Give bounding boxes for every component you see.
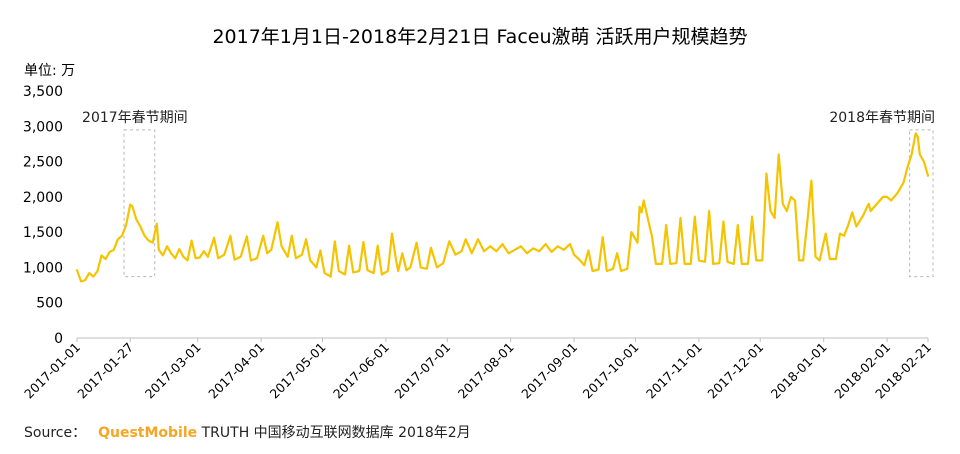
x-tick-label: 2017-08-01 bbox=[455, 340, 517, 402]
brand-logo-text: QuestMobile bbox=[98, 425, 198, 441]
x-tick-label: 2017-03-01 bbox=[142, 340, 204, 402]
y-tick-label: 0 bbox=[54, 331, 63, 347]
active-users-line bbox=[75, 132, 930, 283]
annotation-boxes: 2017年春节期间 2018年春节期间 bbox=[82, 110, 935, 278]
spring-festival-box bbox=[123, 129, 156, 278]
chart-title: 2017年1月1日-2018年2月21日 Faceu激萌 活跃用户规模趋势 bbox=[212, 26, 748, 48]
x-tick-label: 2017-06-01 bbox=[330, 340, 392, 402]
y-tick-label: 2,500 bbox=[23, 155, 63, 171]
x-tick-label: 2017-10-01 bbox=[580, 340, 642, 402]
spring-festival-box bbox=[909, 129, 934, 278]
x-tick-label: 2017-09-01 bbox=[518, 340, 580, 402]
spring-festival-label: 2017年春节期间 bbox=[82, 110, 188, 126]
y-tick-label: 1,000 bbox=[23, 260, 63, 276]
series-layer bbox=[75, 132, 930, 283]
y-tick-label: 1,500 bbox=[23, 225, 63, 241]
x-tick-label: 2017-01-01 bbox=[21, 340, 83, 402]
source-note: Source： QuestMobile TRUTH 中国移动互联网数据库 2018… bbox=[24, 422, 471, 442]
x-tick-label: 2017-04-01 bbox=[205, 340, 267, 402]
source-text: TRUTH 中国移动互联网数据库 2018年2月 bbox=[201, 425, 471, 441]
y-axis-unit-label: 单位: 万 bbox=[24, 63, 76, 79]
x-tick-label: 2017-12-01 bbox=[704, 340, 766, 402]
x-tick-label: 2017-01-27 bbox=[74, 340, 136, 402]
x-tick-label: 2017-05-01 bbox=[267, 340, 329, 402]
y-tick-label: 3,500 bbox=[23, 84, 63, 100]
x-tick-label: 2017-07-01 bbox=[391, 340, 453, 402]
y-axis-ticks: 0 500 1,000 1,500 2,000 2,500 3,000 3,500 bbox=[23, 84, 63, 347]
spring-festival-label: 2018年春节期间 bbox=[829, 110, 935, 126]
x-tick-label: 2017-11-01 bbox=[643, 340, 705, 402]
y-tick-label: 2,000 bbox=[23, 190, 63, 206]
source-label: Source： bbox=[24, 425, 87, 441]
y-tick-label: 500 bbox=[36, 296, 63, 312]
y-tick-label: 3,000 bbox=[23, 119, 63, 135]
x-tick-label: 2018-01-01 bbox=[768, 340, 830, 402]
